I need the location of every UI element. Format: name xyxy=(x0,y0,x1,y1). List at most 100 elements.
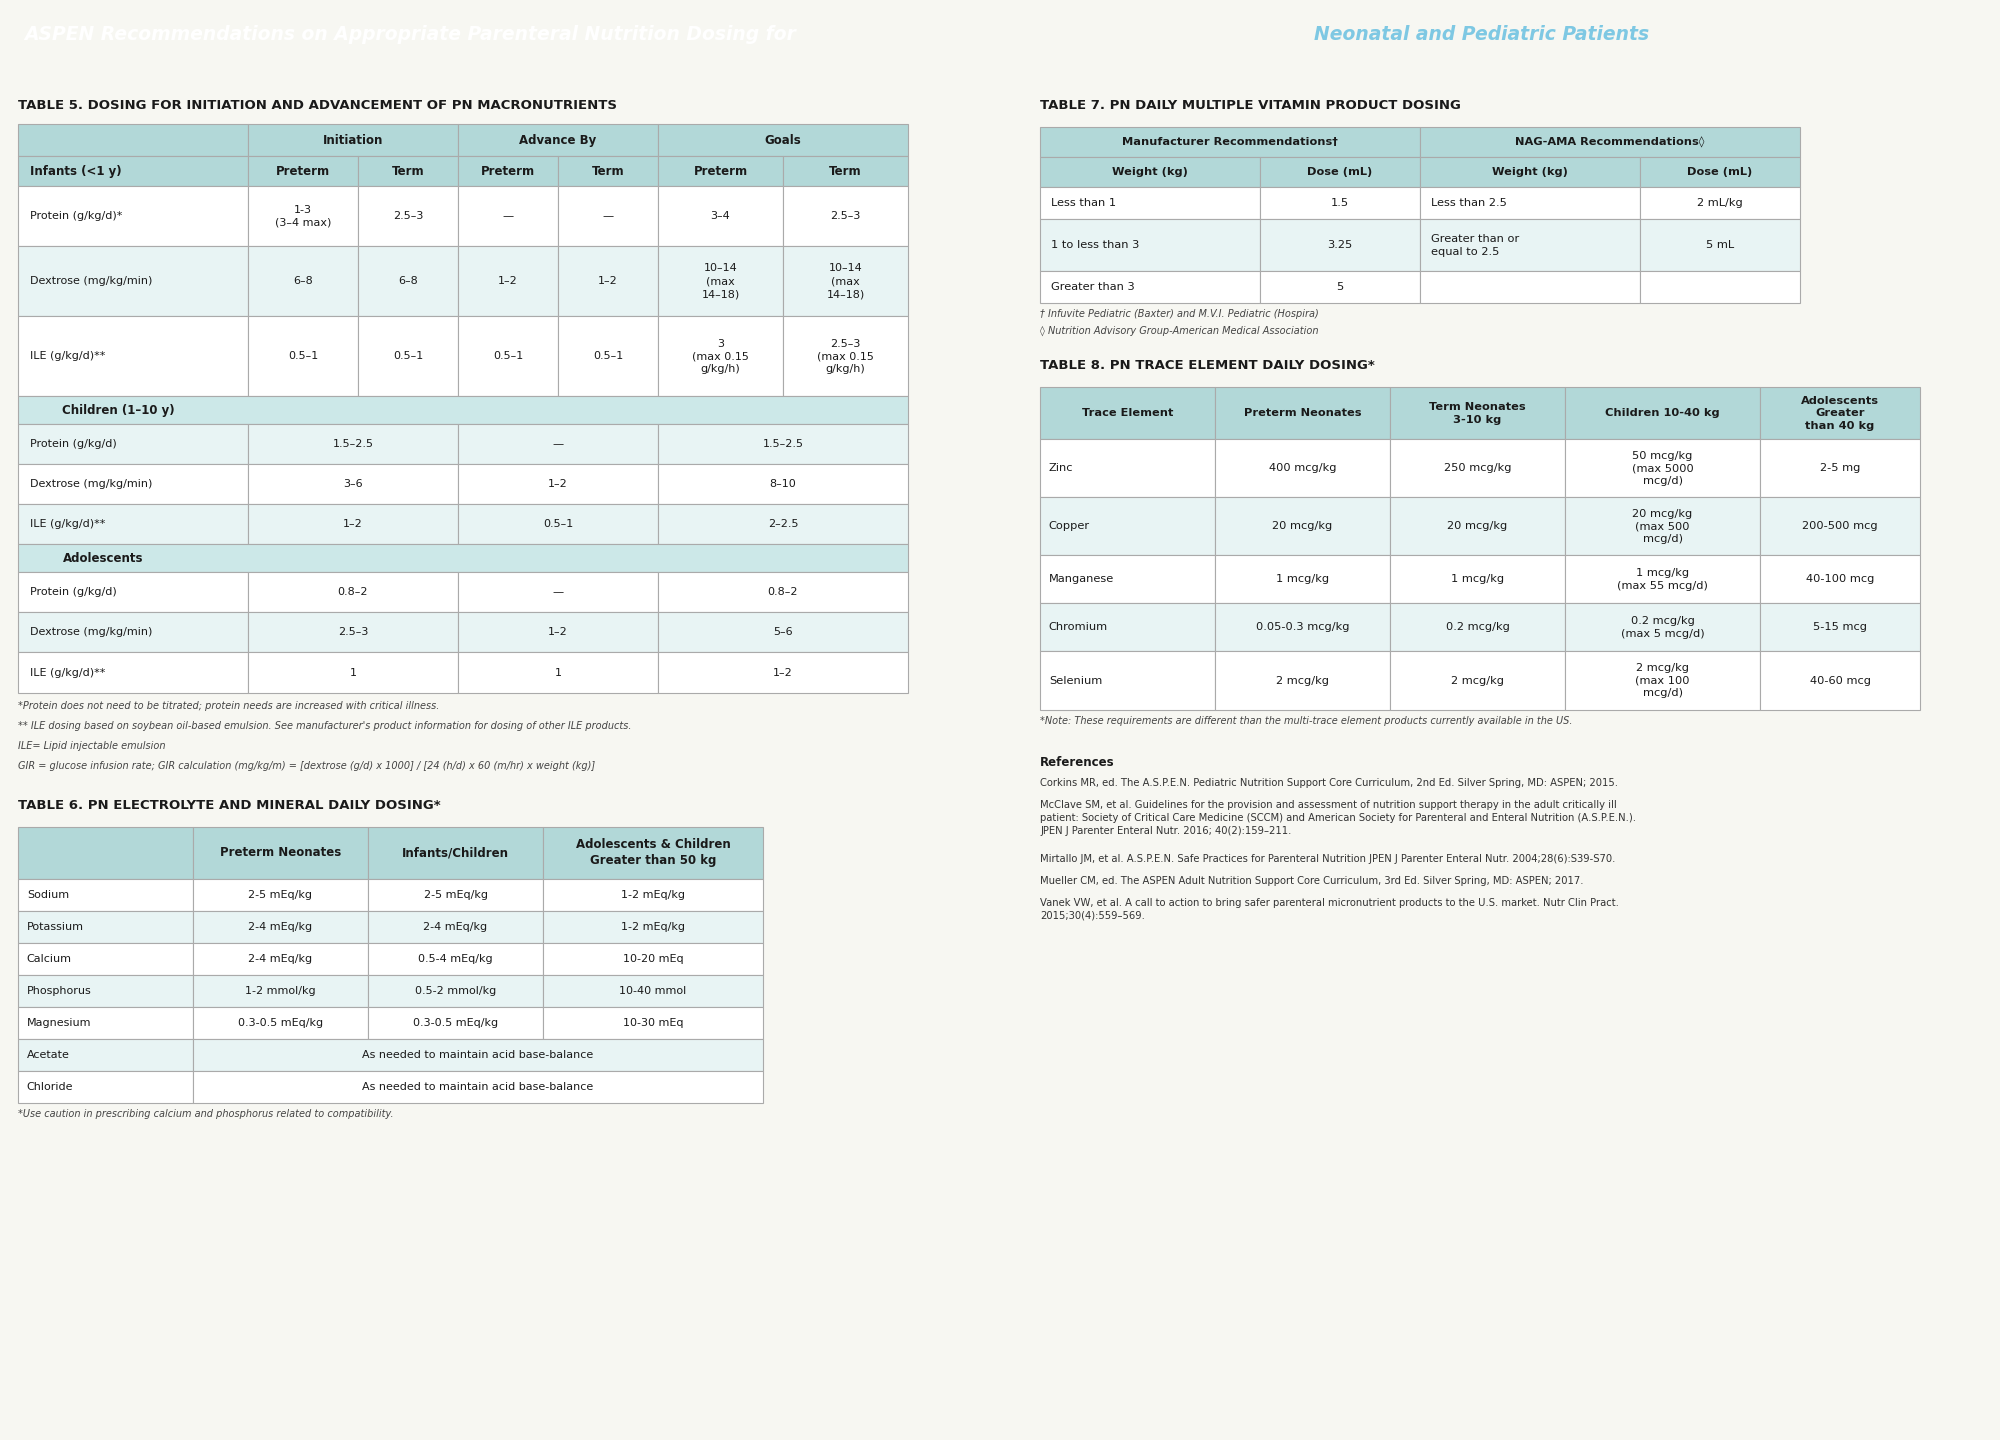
Bar xyxy=(658,573,908,612)
Bar xyxy=(658,464,908,504)
Text: 5–6: 5–6 xyxy=(774,628,792,638)
Bar xyxy=(658,317,784,396)
Bar xyxy=(1390,651,1564,710)
Bar xyxy=(368,878,544,910)
Text: 2-5 mEq/kg: 2-5 mEq/kg xyxy=(248,890,312,900)
Bar xyxy=(458,652,658,693)
Bar xyxy=(248,124,458,156)
Text: 3
(max 0.15
g/kg/h): 3 (max 0.15 g/kg/h) xyxy=(692,338,748,374)
Text: 1–2: 1–2 xyxy=(774,668,792,677)
Bar xyxy=(1040,651,1216,710)
Bar xyxy=(1040,219,1260,271)
Bar xyxy=(192,1071,764,1103)
Bar xyxy=(192,943,368,975)
Text: 10-20 mEq: 10-20 mEq xyxy=(622,953,684,963)
Text: Sodium: Sodium xyxy=(26,890,68,900)
Text: ILE (g/kg/d)**: ILE (g/kg/d)** xyxy=(30,351,104,361)
Text: 6–8: 6–8 xyxy=(294,276,312,287)
Bar xyxy=(558,186,658,246)
Bar xyxy=(784,186,908,246)
Text: 0.5-4 mEq/kg: 0.5-4 mEq/kg xyxy=(418,953,492,963)
Text: ILE (g/kg/d)**: ILE (g/kg/d)** xyxy=(30,520,104,530)
Text: Dextrose (mg/kg/min): Dextrose (mg/kg/min) xyxy=(30,628,152,638)
Text: Greater than or
equal to 2.5: Greater than or equal to 2.5 xyxy=(1432,233,1520,256)
Text: Vanek VW, et al. A call to action to bring safer parenteral micronutrient produc: Vanek VW, et al. A call to action to bri… xyxy=(1040,897,1618,920)
Bar xyxy=(192,910,368,943)
Bar xyxy=(458,246,558,317)
Text: 2 mcg/kg: 2 mcg/kg xyxy=(1452,675,1504,685)
Bar xyxy=(458,124,658,156)
Text: 0.2 mcg/kg: 0.2 mcg/kg xyxy=(1446,622,1510,632)
Text: Goals: Goals xyxy=(764,134,802,147)
Text: NAG-AMA Recommendations◊: NAG-AMA Recommendations◊ xyxy=(1516,137,1704,148)
Bar xyxy=(558,317,658,396)
Text: Term: Term xyxy=(830,164,862,177)
Text: McClave SM, et al. Guidelines for the provision and assessment of nutrition supp: McClave SM, et al. Guidelines for the pr… xyxy=(1040,799,1636,837)
Bar xyxy=(18,1038,192,1071)
Bar xyxy=(192,975,368,1007)
Bar xyxy=(1040,439,1216,497)
Bar xyxy=(1260,187,1420,219)
Text: —: — xyxy=(552,439,564,449)
Bar xyxy=(458,186,558,246)
Text: ** ILE dosing based on soybean oil-based emulsion. See manufacturer's product in: ** ILE dosing based on soybean oil-based… xyxy=(18,720,632,730)
Bar xyxy=(368,1007,544,1038)
Text: ILE (g/kg/d)**: ILE (g/kg/d)** xyxy=(30,668,104,677)
Text: Infants (<1 y): Infants (<1 y) xyxy=(30,164,122,177)
Text: 10–14
(max
14–18): 10–14 (max 14–18) xyxy=(702,264,740,300)
Bar xyxy=(658,246,784,317)
Bar xyxy=(458,156,558,186)
Bar xyxy=(544,943,764,975)
Text: Greater than 3: Greater than 3 xyxy=(1052,282,1134,292)
Bar xyxy=(358,246,458,317)
Bar xyxy=(1260,271,1420,304)
Bar xyxy=(1420,127,1800,157)
Text: 2.5–3: 2.5–3 xyxy=(338,628,368,638)
Bar xyxy=(1760,497,1920,556)
Text: Phosphorus: Phosphorus xyxy=(26,986,92,995)
Text: Preterm: Preterm xyxy=(694,164,748,177)
Text: TABLE 5. DOSING FOR INITIATION AND ADVANCEMENT OF PN MACRONUTRIENTS: TABLE 5. DOSING FOR INITIATION AND ADVAN… xyxy=(18,99,616,112)
Text: 5-15 mcg: 5-15 mcg xyxy=(1812,622,1868,632)
Bar xyxy=(1760,651,1920,710)
Bar xyxy=(458,464,658,504)
Text: 250 mcg/kg: 250 mcg/kg xyxy=(1444,464,1512,474)
Bar xyxy=(18,504,248,544)
Text: Dose (mL): Dose (mL) xyxy=(1688,167,1752,177)
Bar xyxy=(18,943,192,975)
Bar xyxy=(1420,157,1640,187)
Text: Less than 2.5: Less than 2.5 xyxy=(1432,199,1506,209)
Text: 0.5–1: 0.5–1 xyxy=(492,351,524,361)
Text: Copper: Copper xyxy=(1048,521,1090,531)
Bar xyxy=(658,124,908,156)
Text: 1–2: 1–2 xyxy=(548,628,568,638)
Bar xyxy=(1640,219,1800,271)
Text: Zinc: Zinc xyxy=(1048,464,1074,474)
Bar xyxy=(1040,387,1216,439)
Bar xyxy=(1260,219,1420,271)
Bar xyxy=(458,425,658,464)
Text: Adolescents
Greater
than 40 kg: Adolescents Greater than 40 kg xyxy=(1800,396,1880,431)
Text: Preterm: Preterm xyxy=(276,164,330,177)
Bar xyxy=(18,612,248,652)
Text: Magnesium: Magnesium xyxy=(26,1018,92,1028)
Text: 20 mcg/kg: 20 mcg/kg xyxy=(1272,521,1332,531)
Bar xyxy=(458,504,658,544)
Text: 200-500 mcg: 200-500 mcg xyxy=(1802,521,1878,531)
Bar xyxy=(544,827,764,878)
Bar xyxy=(1216,651,1390,710)
Text: TABLE 6. PN ELECTROLYTE AND MINERAL DAILY DOSING*: TABLE 6. PN ELECTROLYTE AND MINERAL DAIL… xyxy=(18,799,440,812)
Bar xyxy=(458,317,558,396)
Text: Mirtallo JM, et al. A.S.P.E.N. Safe Practices for Parenteral Nutrition JPEN J Pa: Mirtallo JM, et al. A.S.P.E.N. Safe Prac… xyxy=(1040,854,1616,864)
Bar xyxy=(192,1007,368,1038)
Text: 1 mcg/kg: 1 mcg/kg xyxy=(1276,575,1330,585)
Text: 20 mcg/kg: 20 mcg/kg xyxy=(1448,521,1508,531)
Text: Infants/Children: Infants/Children xyxy=(402,847,508,860)
Bar xyxy=(544,910,764,943)
Text: —: — xyxy=(602,212,614,222)
Text: 8–10: 8–10 xyxy=(770,480,796,490)
Text: Potassium: Potassium xyxy=(26,922,84,932)
Text: 1–2: 1–2 xyxy=(344,520,362,530)
Bar xyxy=(1216,439,1390,497)
Text: 2 mL/kg: 2 mL/kg xyxy=(1698,199,1742,209)
